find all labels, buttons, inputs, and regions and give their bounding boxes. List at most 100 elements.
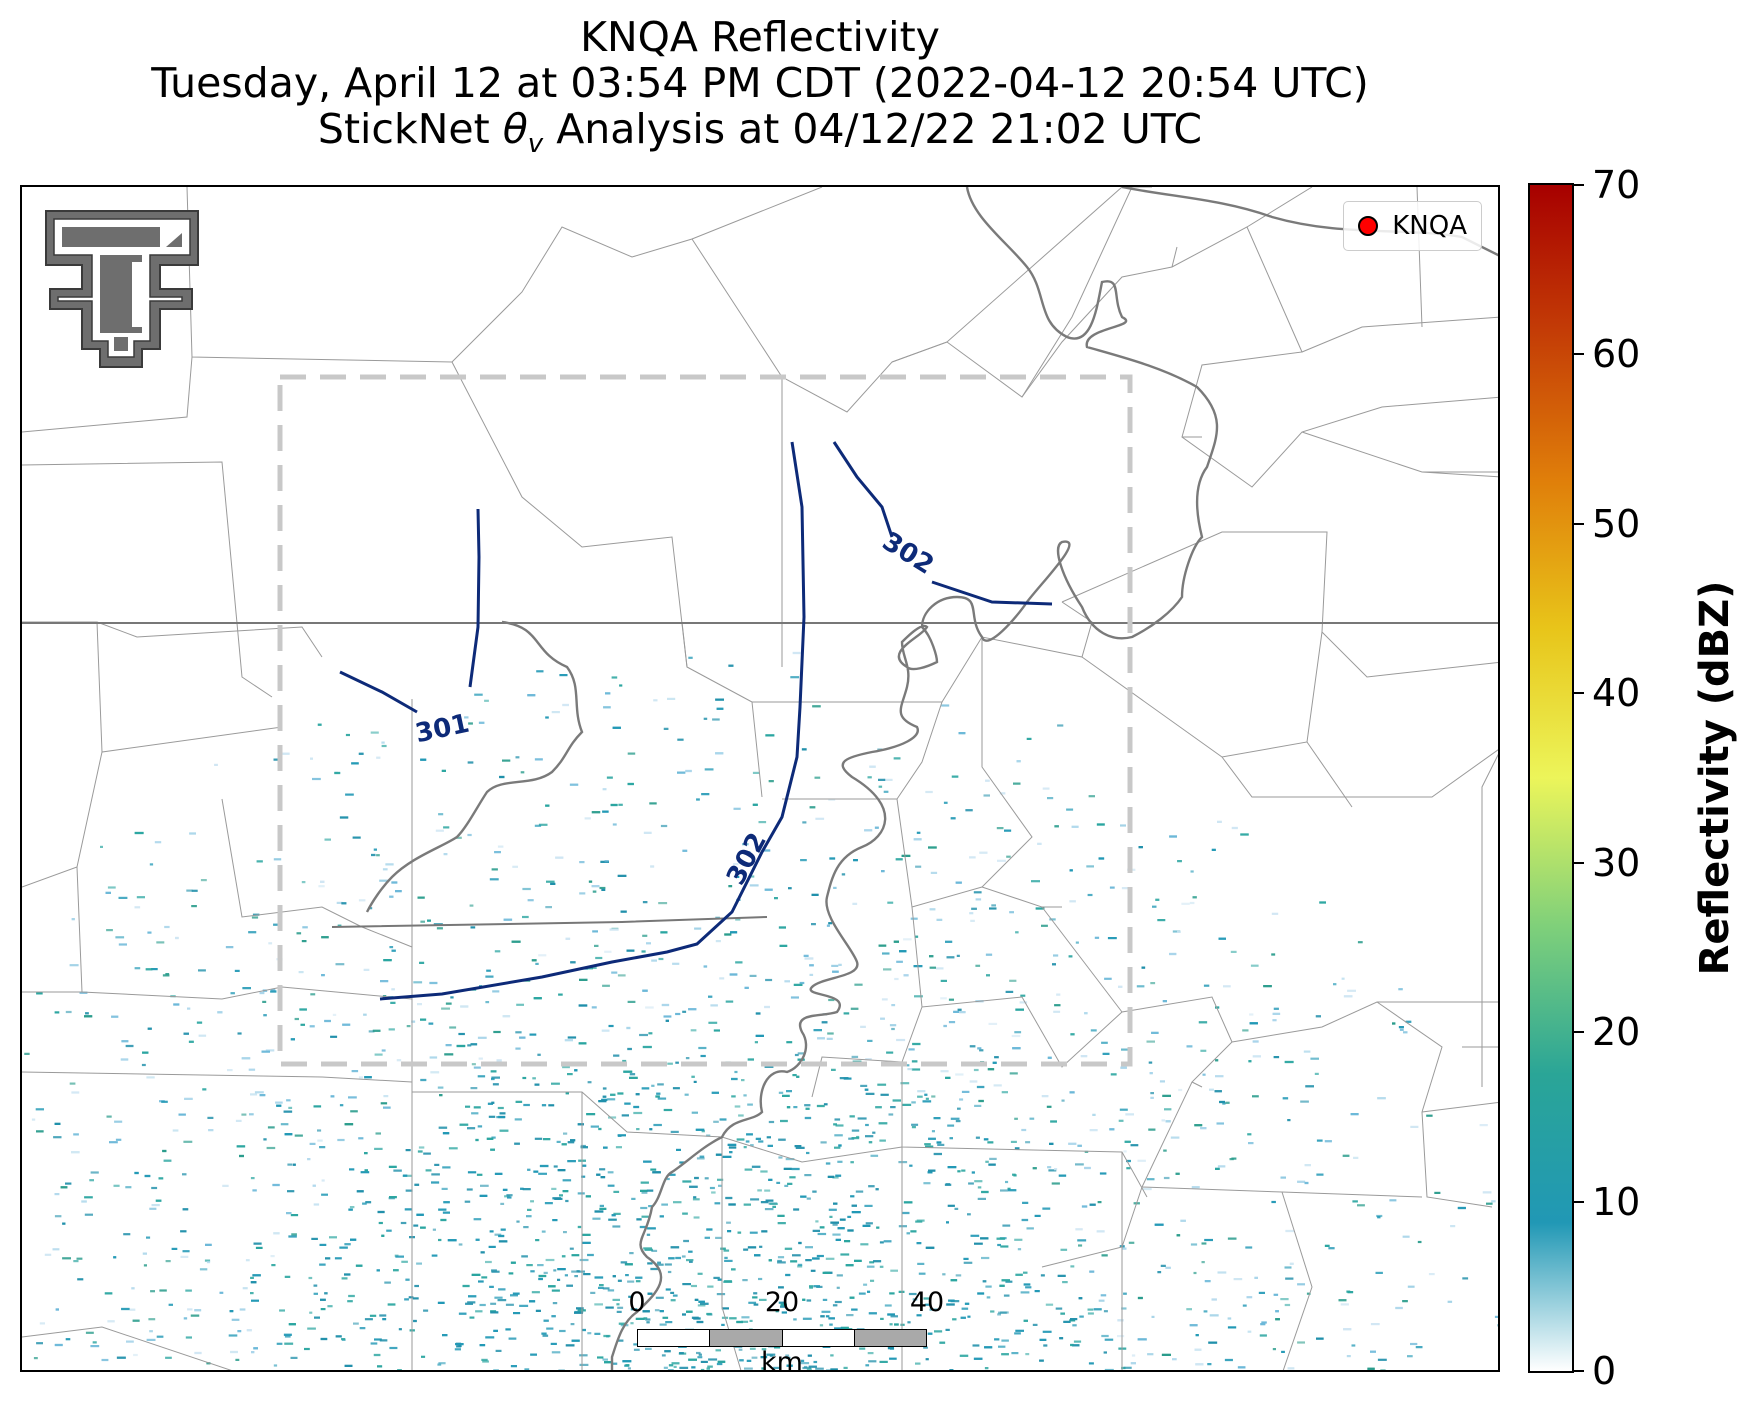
radar-echo-pixel [983, 794, 990, 797]
radar-echo-pixel [1217, 1165, 1226, 1168]
radar-echo-pixel [641, 1087, 650, 1090]
radar-echo-pixel [980, 1237, 989, 1240]
radar-echo-pixel [999, 1284, 1005, 1287]
radar-echo-pixel [381, 744, 387, 748]
radar-echo-pixel [751, 1356, 758, 1359]
radar-echo-pixel [701, 793, 710, 796]
radar-echo-pixel [599, 1207, 607, 1210]
radar-echo-pixel [625, 1274, 629, 1277]
radar-echo-pixel [754, 1254, 761, 1257]
radar-echo-pixel [1066, 808, 1074, 811]
radar-echo-pixel [522, 1076, 527, 1080]
radar-echo-pixel [324, 838, 331, 841]
radar-echo-pixel [1130, 1362, 1136, 1365]
radar-echo-pixel [1141, 966, 1146, 969]
county-border [1301, 431, 1498, 478]
radar-echo-pixel [753, 1292, 758, 1295]
radar-echo-pixel [616, 1310, 622, 1313]
radar-echo-pixel [198, 1034, 207, 1037]
county-border [412, 1091, 903, 1163]
radar-echo-pixel [780, 1303, 787, 1306]
radar-echo-pixel [979, 851, 988, 854]
radar-echo-pixel [1057, 1274, 1066, 1277]
radar-echo-pixel [599, 886, 606, 890]
radar-echo-pixel [865, 1222, 873, 1225]
colorbar-tick-mark [1574, 1200, 1584, 1203]
radar-echo-pixel [604, 1370, 612, 1372]
radar-echo-pixel [301, 940, 307, 943]
radar-echo-pixel [622, 1059, 627, 1063]
radar-echo-pixel [1013, 1174, 1017, 1177]
radar-echo-pixel [645, 1006, 654, 1009]
radar-echo-pixel [915, 1220, 923, 1223]
radar-echo-pixel [417, 896, 425, 899]
radar-echo-pixel [760, 1170, 768, 1173]
radar-echo-pixel [834, 1146, 841, 1149]
radar-echo-pixel [1200, 1127, 1207, 1130]
radar-echo-pixel [750, 875, 755, 878]
radar-echo-pixel [522, 1188, 531, 1191]
radar-echo-pixel [1333, 983, 1337, 986]
radar-echo-pixel [438, 1126, 448, 1129]
radar-echo-pixel [792, 1074, 797, 1077]
radar-echo-pixel [774, 897, 778, 900]
radar-echo-pixel [1117, 1319, 1124, 1322]
radar-echo-pixel [592, 966, 597, 969]
contour-302-west [379, 441, 806, 1001]
radar-echo-pixel [715, 1153, 723, 1156]
radar-echo-pixel [1407, 1285, 1415, 1288]
radar-echo-pixel [165, 973, 170, 976]
radar-echo-pixel [230, 992, 235, 995]
radar-echo-pixel [1207, 1363, 1212, 1366]
radar-echo-pixel [1161, 1119, 1166, 1122]
radar-echo-pixel [967, 1315, 971, 1318]
radar-echo-pixel [682, 849, 688, 852]
radar-echo-pixel [437, 1086, 444, 1089]
radar-echo-pixel [538, 823, 548, 826]
radar-echo-pixel [850, 1161, 854, 1164]
radar-echo-pixel [1005, 1280, 1013, 1283]
radar-echo-pixel [1428, 1273, 1435, 1276]
county-border [1081, 631, 1323, 758]
radar-echo-pixel [231, 1318, 240, 1321]
radar-echo-pixel [925, 790, 933, 794]
radar-echo-pixel [582, 1233, 591, 1236]
radar-echo-pixel [830, 1368, 838, 1370]
analysis-domain-box [277, 374, 1133, 1067]
radar-echo-pixel [134, 1171, 139, 1175]
radar-echo-pixel [1103, 1310, 1108, 1313]
radar-echo-pixel [864, 829, 873, 832]
radar-echo-pixel [658, 902, 668, 905]
radar-echo-pixel [368, 1030, 375, 1033]
radar-echo-pixel [813, 1360, 818, 1364]
radar-echo-pixel [313, 1284, 318, 1287]
radar-echo-pixel [154, 841, 162, 844]
radar-echo-pixel [413, 1224, 419, 1227]
radar-echo-pixel [477, 1125, 483, 1128]
radar-echo-pixel [1357, 1204, 1365, 1207]
radar-echo-pixel [1310, 1057, 1319, 1060]
radar-echo-pixel [1160, 1264, 1166, 1267]
radar-echo-pixel [607, 1289, 615, 1292]
radar-echo-pixel [553, 1165, 558, 1168]
radar-echo-pixel [720, 1247, 726, 1250]
radar-echo-pixel [646, 1321, 650, 1324]
radar-echo-pixel [379, 1339, 388, 1342]
radar-echo-pixel [478, 721, 485, 724]
radar-echo-pixel [268, 942, 273, 945]
map-frame[interactable]: 301 302 302 [20, 185, 1500, 1372]
radar-echo-pixel [594, 944, 599, 947]
radar-echo-pixel [579, 1354, 588, 1357]
radar-echo-pixel [324, 1292, 328, 1295]
radar-echo-pixel [1231, 1157, 1237, 1160]
radar-echo-pixel [855, 1190, 864, 1193]
radar-echo-pixel [458, 1243, 463, 1246]
radar-echo-pixel [794, 1053, 799, 1057]
radar-echo-pixel [601, 1029, 610, 1032]
radar-echo-pixel [1203, 984, 1210, 987]
radar-echo-pixel [1069, 869, 1073, 872]
radar-echo-pixel [204, 1259, 211, 1262]
radar-echo-pixel [1034, 1214, 1041, 1217]
radar-echo-pixel [1289, 1262, 1294, 1265]
radar-echo-pixel [235, 1358, 240, 1361]
